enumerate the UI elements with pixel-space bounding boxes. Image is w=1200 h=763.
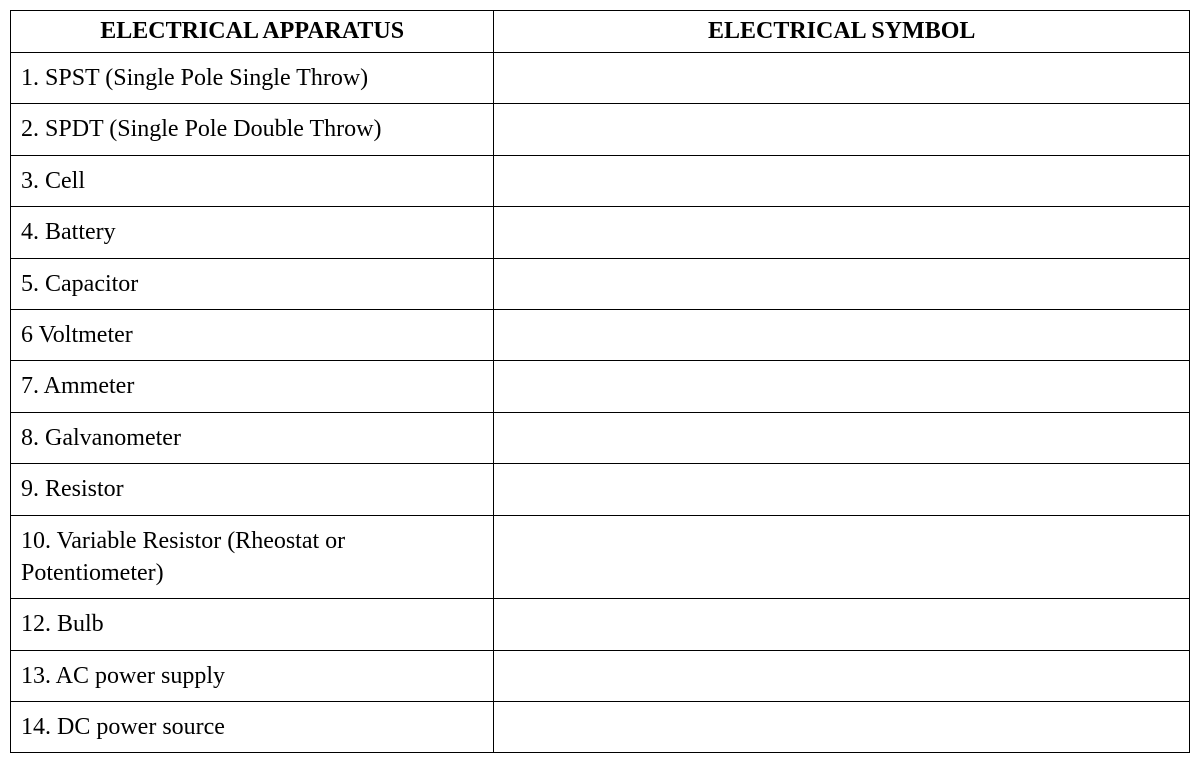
symbol-cell <box>494 599 1190 650</box>
col-header-symbol: ELECTRICAL SYMBOL <box>494 11 1190 53</box>
symbol-cell <box>494 361 1190 412</box>
symbol-cell <box>494 104 1190 155</box>
apparatus-cell: 13. AC power supply <box>11 650 494 701</box>
symbol-cell <box>494 515 1190 599</box>
symbol-cell <box>494 155 1190 206</box>
table-row: 8. Galvanometer <box>11 412 1190 463</box>
apparatus-cell: 10. Variable Resistor (Rheostat or Poten… <box>11 515 494 599</box>
apparatus-cell: 4. Battery <box>11 207 494 258</box>
symbol-cell <box>494 650 1190 701</box>
symbol-cell <box>494 53 1190 104</box>
table-row: 2. SPDT (Single Pole Double Throw) <box>11 104 1190 155</box>
apparatus-cell: 1. SPST (Single Pole Single Throw) <box>11 53 494 104</box>
symbol-cell <box>494 309 1190 360</box>
table-row: 13. AC power supply <box>11 650 1190 701</box>
table-row: 6 Voltmeter <box>11 309 1190 360</box>
apparatus-cell: 7. Ammeter <box>11 361 494 412</box>
apparatus-cell: 5. Capacitor <box>11 258 494 309</box>
apparatus-cell: 3. Cell <box>11 155 494 206</box>
table-row: 5. Capacitor <box>11 258 1190 309</box>
symbol-cell <box>494 464 1190 515</box>
table-row: 4. Battery <box>11 207 1190 258</box>
table-row: 14. DC power source <box>11 702 1190 753</box>
col-header-apparatus: ELECTRICAL APPARATUS <box>11 11 494 53</box>
symbol-cell <box>494 258 1190 309</box>
symbol-cell <box>494 702 1190 753</box>
apparatus-cell: 8. Galvanometer <box>11 412 494 463</box>
table-row: 3. Cell <box>11 155 1190 206</box>
electrical-apparatus-table: ELECTRICAL APPARATUS ELECTRICAL SYMBOL 1… <box>10 10 1190 753</box>
table-row: 10. Variable Resistor (Rheostat or Poten… <box>11 515 1190 599</box>
table-row: 12. Bulb <box>11 599 1190 650</box>
table-row: 7. Ammeter <box>11 361 1190 412</box>
apparatus-cell: 12. Bulb <box>11 599 494 650</box>
apparatus-cell: 9. Resistor <box>11 464 494 515</box>
table-header-row: ELECTRICAL APPARATUS ELECTRICAL SYMBOL <box>11 11 1190 53</box>
apparatus-cell: 2. SPDT (Single Pole Double Throw) <box>11 104 494 155</box>
table-row: 9. Resistor <box>11 464 1190 515</box>
apparatus-cell: 14. DC power source <box>11 702 494 753</box>
symbol-cell <box>494 412 1190 463</box>
symbol-cell <box>494 207 1190 258</box>
apparatus-cell: 6 Voltmeter <box>11 309 494 360</box>
table-row: 1. SPST (Single Pole Single Throw) <box>11 53 1190 104</box>
